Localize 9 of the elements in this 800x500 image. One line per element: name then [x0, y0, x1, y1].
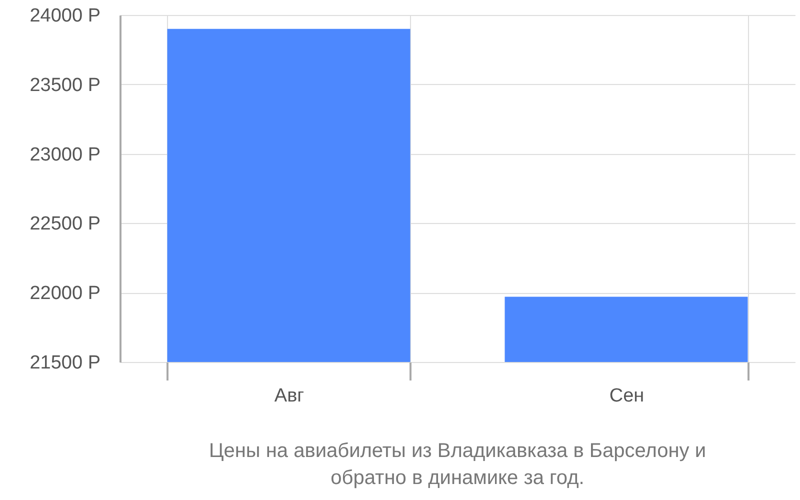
y-tick-label: 24000 Р: [30, 6, 100, 26]
x-tick-label: Авг: [274, 386, 304, 406]
text: Цены на авиабилеты из Владикавказа в Барселону и обратно в динамике за год.: [208, 440, 706, 489]
y-tick-label: 23000 Р: [30, 144, 100, 166]
y-tick-label: 23500 Р: [30, 74, 100, 96]
y-tick-label: 22000 Р: [30, 283, 100, 304]
y-tick-label: 21500 Р: [30, 352, 100, 374]
y-tick-label: 22500 Р: [30, 214, 100, 235]
x-tick-label: Сен: [609, 386, 644, 406]
